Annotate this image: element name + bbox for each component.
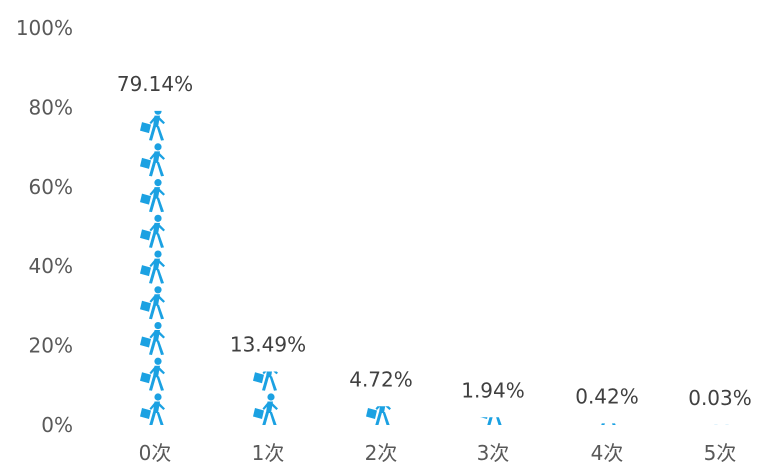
x-tick-label: 4次 — [591, 441, 624, 465]
x-tick-label: 3次 — [477, 441, 510, 465]
x-tick-label: 0次 — [139, 441, 172, 465]
x-axis: 0次 1次 2次 3次 4次 5次 — [139, 441, 737, 465]
data-label: 1.94% — [461, 378, 525, 402]
walking-person-with-briefcase-icon — [140, 321, 165, 356]
y-tick-label: 60% — [29, 175, 73, 199]
y-tick-label: 80% — [29, 95, 73, 119]
y-tick-label: 100% — [16, 16, 73, 40]
walking-person-with-briefcase-icon — [140, 393, 165, 425]
walking-person-with-briefcase-icon — [140, 110, 165, 141]
data-label: 0.42% — [575, 384, 639, 408]
walking-person-with-briefcase-icon — [253, 371, 278, 391]
data-label: 4.72% — [349, 367, 413, 391]
y-axis: 0% 20% 40% 60% 80% 100% — [16, 16, 73, 437]
x-tick-label: 1次 — [252, 441, 285, 465]
bars — [140, 110, 730, 426]
data-label: 13.49% — [230, 332, 306, 356]
bar — [140, 110, 165, 425]
walking-person-with-briefcase-icon — [140, 179, 165, 213]
walking-person-with-briefcase-icon — [253, 393, 278, 426]
data-labels: 79.14% 13.49% 4.72% 1.94% 0.42% 0.03% — [117, 72, 752, 410]
x-tick-label: 5次 — [704, 441, 737, 465]
walking-person-with-briefcase-icon — [140, 286, 165, 320]
y-tick-label: 0% — [41, 413, 73, 437]
walking-person-with-briefcase-icon — [140, 357, 165, 391]
walking-person-with-briefcase-icon — [140, 214, 165, 248]
x-tick-label: 2次 — [365, 441, 398, 465]
y-tick-label: 20% — [29, 334, 73, 358]
walking-person-with-briefcase-icon — [140, 250, 165, 284]
data-label: 79.14% — [117, 72, 193, 96]
walking-person-with-briefcase-icon — [366, 406, 391, 425]
y-tick-label: 40% — [29, 254, 73, 278]
walking-person-with-briefcase-icon — [140, 143, 165, 177]
data-label: 0.03% — [688, 386, 752, 410]
